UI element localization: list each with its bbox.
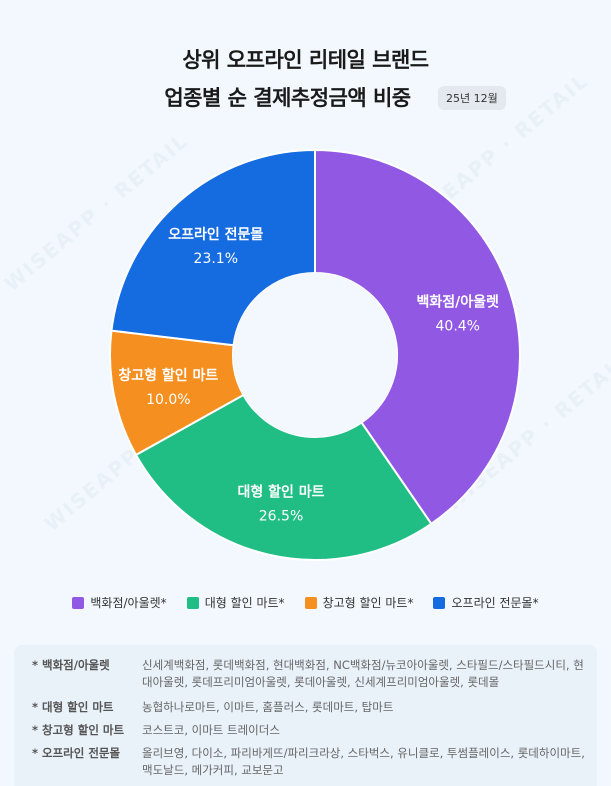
period-badge: 25년 12월 <box>438 86 506 110</box>
footnote-value: 코스트코, 이마트 트레이더스 <box>142 723 280 737</box>
slice-value-department-store-outlet: 40.4% <box>436 319 480 335</box>
legend-item: 오프라인 전문몰* <box>433 594 539 611</box>
slice-value-hypermarket: 26.5% <box>259 509 303 525</box>
slice-label-warehouse-club: 창고형 할인 마트 <box>118 367 218 384</box>
legend-label: 오프라인 전문몰* <box>451 596 539 610</box>
legend: 백화점/아울렛* 대형 할인 마트* 창고형 할인 마트* 오프라인 전문몰* <box>0 594 611 611</box>
legend-label: 백화점/아울렛* <box>90 596 167 610</box>
footnote: * 백화점/아울렛 신세계백화점, 롯데백화점, 현대백화점, NC백화점/뉴코아… <box>32 657 587 691</box>
footnote: * 대형 할인 마트 농협하나로마트, 이마트, 홈플러스, 롯데마트, 탑마트 <box>32 699 587 716</box>
chart-title-line1: 상위 오프라인 리테일 브랜드 <box>182 48 429 72</box>
chart-title-line2: 업종별 순 결제추정금액 비중 <box>164 86 411 110</box>
footnote-key: * 백화점/아울렛 <box>32 658 110 672</box>
footnote-value: 신세계백화점, 롯데백화점, 현대백화점, NC백화점/뉴코아아울렛, 스타필드… <box>142 658 584 689</box>
footnote-value: 올리브영, 다이소, 파리바게뜨/파리크라상, 스타벅스, 유니클로, 투썸플레… <box>142 746 585 777</box>
footnote-value: 농협하나로마트, 이마트, 홈플러스, 롯데마트, 탑마트 <box>142 700 394 714</box>
donut-hole <box>233 273 397 437</box>
footnote-key: * 창고형 할인 마트 <box>32 723 125 737</box>
slice-value-warehouse-club: 10.0% <box>146 392 190 408</box>
footnote: * 오프라인 전문몰 올리브영, 다이소, 파리바게뜨/파리크라상, 스타벅스, … <box>32 745 587 779</box>
legend-item: 대형 할인 마트* <box>186 594 285 611</box>
footnote: * 창고형 할인 마트 코스트코, 이마트 트레이더스 <box>32 722 587 739</box>
footnote-key: * 오프라인 전문몰 <box>32 746 121 760</box>
footnote-key: * 대형 할인 마트 <box>32 700 114 714</box>
legend-label: 창고형 할인 마트* <box>322 596 414 610</box>
legend-swatch <box>433 596 446 609</box>
legend-swatch <box>72 596 85 609</box>
legend-item: 창고형 할인 마트* <box>304 594 414 611</box>
slice-label-department-store-outlet: 백화점/아울렛 <box>417 294 500 311</box>
footnotes-box: * 백화점/아울렛 신세계백화점, 롯데백화점, 현대백화점, NC백화점/뉴코아… <box>14 645 597 786</box>
slice-hypermarket <box>134 393 433 561</box>
slice-department-store-outlet <box>314 148 521 526</box>
legend-label: 대형 할인 마트* <box>204 596 285 610</box>
slice-label-hypermarket: 대형 할인 마트 <box>237 484 324 501</box>
slice-label-specialty-store: 오프라인 전문몰 <box>168 226 263 243</box>
legend-swatch <box>186 596 199 609</box>
legend-item: 백화점/아울렛* <box>72 594 167 611</box>
slice-value-specialty-store: 23.1% <box>194 251 238 267</box>
legend-swatch <box>304 596 317 609</box>
